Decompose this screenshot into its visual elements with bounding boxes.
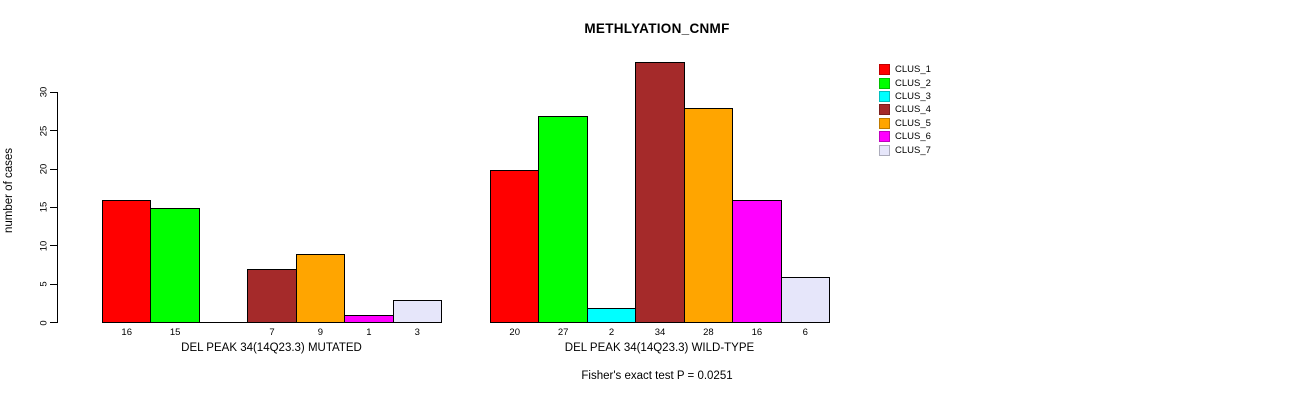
y-axis-tick-label: 25 (38, 125, 50, 137)
y-axis-tick-label: 10 (38, 240, 50, 252)
chart-title: METHLYATION_CNMF (584, 21, 730, 36)
y-axis-tick-label: 15 (38, 202, 50, 213)
y-axis-tick (50, 91, 57, 93)
bar-value-label: 16 (751, 327, 763, 338)
bar-clus_6 (732, 200, 782, 323)
bar-value-label: 6 (802, 327, 808, 338)
legend-item-clus_7: CLUS_7 (879, 143, 931, 156)
x-axis-group-label: DEL PEAK 34(14Q23.3) WILD-TYPE (564, 342, 755, 354)
bar-value-label: 1 (366, 327, 372, 338)
legend-item-clus_6: CLUS_6 (879, 130, 931, 143)
legend-swatch-icon (879, 77, 890, 89)
legend: CLUS_1 CLUS_2 CLUS_3 CLUS_4 CLUS_5 CLUS_6 CLUS… (879, 63, 931, 157)
x-axis-group-label: DEL PEAK 34(14Q23.3) MUTATED (181, 342, 362, 354)
y-axis-tick (50, 168, 57, 170)
bar-clus_7 (780, 277, 830, 323)
legend-swatch-icon (879, 90, 890, 102)
bar-clus_1 (490, 170, 540, 323)
y-axis-tick (50, 245, 57, 247)
legend-swatch-icon (879, 131, 890, 143)
legend-item-clus_5: CLUS_5 (879, 117, 931, 130)
bar-clus_6 (344, 315, 394, 323)
legend-item-clus_4: CLUS_4 (879, 103, 931, 116)
legend-label: CLUS_2 (895, 77, 931, 89)
legend-item-clus_1: CLUS_1 (879, 63, 931, 76)
y-axis-tick (50, 322, 57, 323)
legend-swatch-icon (879, 117, 890, 129)
y-axis-tick (50, 206, 57, 208)
bar-clus_4 (247, 269, 297, 323)
y-axis-label: number of cases (3, 147, 15, 233)
legend-swatch-icon (879, 64, 890, 76)
bar-clus_5 (683, 108, 734, 323)
fisher-test-annotation: Fisher's exact test P = 0.0251 (581, 370, 733, 382)
bar-value-label: 2 (608, 327, 615, 338)
y-axis-tick-label: 0 (38, 319, 50, 326)
bar-clus_2 (150, 208, 200, 323)
legend-swatch-icon (879, 144, 890, 156)
bar-clus_5 (295, 254, 346, 323)
bar-value-label: 15 (169, 327, 181, 338)
bar-clus_4 (635, 62, 685, 323)
legend-swatch-icon (879, 104, 890, 116)
y-axis-tick-label: 5 (38, 281, 50, 287)
bar-value-label: 27 (557, 327, 569, 338)
legend-label: CLUS_3 (895, 90, 931, 102)
bar-value-label: 16 (121, 327, 132, 338)
y-axis-tick (50, 130, 57, 132)
y-axis-tick-label: 20 (38, 163, 50, 175)
bar-clus_3 (586, 308, 637, 323)
y-axis-tick (50, 283, 57, 285)
bar-value-label: 9 (317, 327, 324, 338)
legend-item-clus_3: CLUS_3 (879, 90, 931, 103)
legend-label: CLUS_6 (895, 131, 931, 143)
y-axis-line (57, 92, 58, 323)
bar-clus_3 (198, 322, 249, 323)
legend-label: CLUS_5 (895, 117, 931, 129)
legend-label: CLUS_7 (895, 144, 931, 156)
bar-clus_2 (538, 116, 588, 323)
y-axis-tick-label: 30 (38, 87, 50, 98)
bar-value-label: 3 (414, 327, 420, 338)
legend-label: CLUS_1 (895, 64, 931, 76)
bar-value-label: 28 (703, 327, 714, 338)
bar-value-label: 34 (654, 327, 666, 338)
bar-value-label: 20 (509, 327, 520, 338)
bar-value-label: 7 (269, 327, 275, 338)
bar-clus_7 (392, 300, 442, 323)
legend-label: CLUS_4 (895, 104, 931, 116)
bar-clus_1 (102, 200, 152, 323)
legend-item-clus_2: CLUS_2 (879, 76, 931, 89)
